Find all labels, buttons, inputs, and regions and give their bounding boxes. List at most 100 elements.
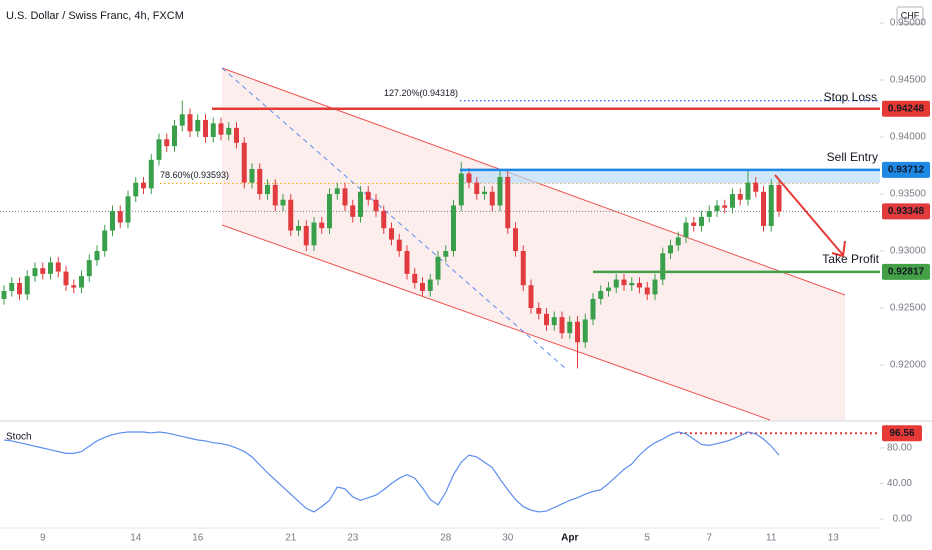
candle-body [644, 287, 650, 295]
candle-body [427, 279, 433, 291]
channel-lower [221, 224, 771, 421]
candle-body [637, 282, 642, 288]
y-tick-label: 0.94000 [890, 132, 927, 143]
candle-body [683, 222, 689, 238]
candle-body [48, 262, 53, 274]
y-tick-label: 0.93000 [890, 246, 927, 257]
candle-body [86, 260, 92, 277]
candle-body [187, 114, 193, 132]
candle-body [420, 282, 425, 291]
currency-button[interactable] [896, 6, 924, 25]
candle-body [699, 216, 704, 226]
candle-body [520, 251, 526, 286]
x-tick-label: 14 [130, 533, 142, 544]
candle-body [17, 282, 22, 295]
candle-body [296, 225, 301, 231]
candle-body [753, 182, 759, 192]
candle-body [404, 251, 410, 274]
candle-body [210, 123, 216, 138]
candle-body [489, 191, 495, 206]
candle-body [582, 319, 588, 343]
candle-body [598, 290, 604, 299]
x-tick-label: 21 [285, 533, 297, 544]
candle-body [675, 237, 681, 246]
candle-body [396, 239, 402, 252]
candle-body [668, 245, 673, 254]
candle-body [365, 191, 371, 200]
candle-body [125, 196, 131, 223]
candle-body [358, 191, 363, 217]
candle-body [559, 317, 565, 334]
channel-fill [222, 68, 845, 420]
candle-body [606, 287, 611, 291]
candle-body [40, 268, 46, 274]
candle-body [458, 173, 464, 206]
candle-body [482, 191, 487, 195]
candle-body [575, 321, 580, 343]
candle-body [164, 139, 170, 147]
price-tag [882, 263, 930, 280]
candle-body [203, 119, 208, 138]
candle-body [234, 127, 239, 143]
stoch-line [3, 431, 780, 513]
candle-body [551, 317, 557, 326]
x-tick-label: Apr [561, 533, 578, 544]
candle-body [567, 321, 573, 334]
x-tick-label: 13 [828, 533, 840, 544]
candle-body [730, 194, 735, 208]
candle-body [148, 159, 154, 189]
x-tick-label: 16 [192, 533, 204, 544]
candle-body [497, 176, 503, 206]
candle-body [226, 127, 232, 135]
candle-body [133, 182, 139, 197]
candle-body [373, 199, 379, 212]
candle-body [342, 188, 348, 206]
candle-body [505, 176, 511, 229]
candle-body [412, 273, 418, 283]
candle-body [768, 184, 774, 226]
stoch-level-label: 96.56 [889, 428, 914, 439]
trade-level-label: Stop Loss [824, 90, 877, 104]
candle-body [334, 188, 340, 195]
candle-body [32, 268, 38, 277]
candle-body [55, 262, 61, 272]
candle-body [179, 114, 185, 126]
candle-body [629, 282, 635, 286]
x-tick-label: 28 [440, 533, 452, 544]
y-tick-label: 0.92000 [890, 360, 927, 371]
x-tick-label: 5 [644, 533, 650, 544]
candle-body [737, 194, 743, 200]
candle-body [303, 225, 309, 246]
candle-body [443, 251, 449, 257]
candle-body [435, 256, 441, 280]
candle-body [156, 139, 162, 160]
y-tick-label: 40.00 [887, 478, 912, 489]
y-tick-label: 0.95000 [890, 18, 927, 29]
candle-body [319, 222, 325, 229]
arrow-head [831, 240, 846, 258]
candle-body [381, 211, 387, 229]
candle-body [722, 205, 728, 208]
candle-body [652, 279, 658, 295]
candle-body [474, 182, 480, 195]
candle-body [544, 313, 549, 326]
candle-body [691, 222, 697, 226]
candle-body [63, 271, 69, 286]
candle-body [513, 228, 518, 252]
last-price-tag [882, 203, 930, 220]
y-tick-label: 0.92500 [890, 303, 927, 314]
candle-body [311, 222, 317, 246]
trade-level-label: Sell Entry [827, 150, 878, 164]
y-tick-label: 0.00 [893, 514, 913, 525]
fib-trend-line [221, 67, 566, 369]
candle-body [172, 125, 177, 147]
stoch-level-tag [882, 425, 922, 442]
candle-body [9, 282, 15, 291]
forecast-arrow [774, 174, 844, 256]
x-tick-label: 11 [766, 533, 777, 544]
candle-body [249, 168, 255, 183]
currency-label[interactable]: CHF [901, 10, 920, 20]
x-tick-label: 9 [40, 533, 46, 544]
candle-body [1, 290, 7, 299]
